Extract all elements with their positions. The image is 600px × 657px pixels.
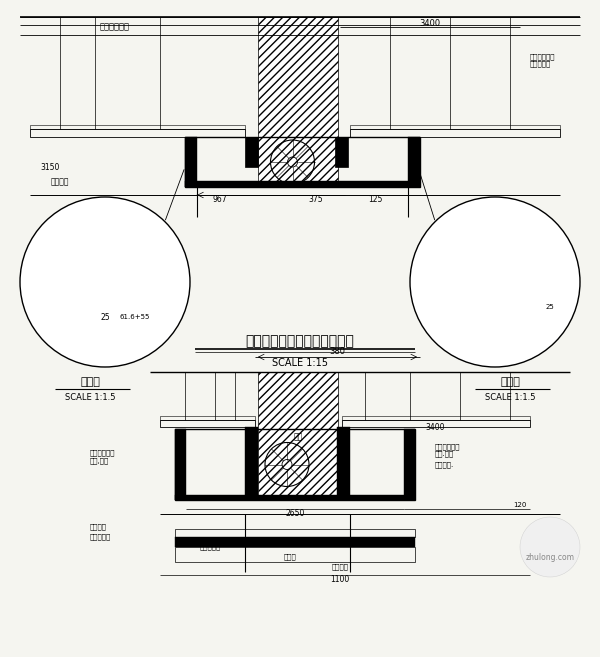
Bar — [350, 129, 560, 137]
Text: 双轨.两道: 双轨.两道 — [435, 451, 454, 457]
Bar — [160, 416, 255, 420]
Bar — [485, 242, 555, 277]
Bar — [485, 277, 555, 287]
Bar — [342, 416, 530, 420]
Text: 25: 25 — [100, 313, 110, 321]
Bar — [408, 137, 420, 187]
Bar — [185, 137, 197, 187]
Text: 防火卷帘: 防火卷帘 — [51, 177, 69, 187]
Text: 61.6+55: 61.6+55 — [120, 314, 150, 320]
Bar — [175, 429, 415, 500]
Bar — [245, 137, 258, 167]
Circle shape — [520, 517, 580, 577]
Text: 25: 25 — [545, 304, 554, 310]
Text: 2650: 2650 — [286, 509, 305, 518]
Bar — [175, 429, 186, 500]
Bar — [30, 125, 245, 129]
Bar — [160, 420, 255, 427]
Bar — [337, 427, 350, 497]
Circle shape — [410, 197, 580, 367]
Text: SCALE 1:1.5: SCALE 1:1.5 — [65, 392, 115, 401]
Bar — [35, 242, 115, 277]
Bar — [404, 429, 415, 500]
Bar — [245, 427, 258, 497]
Text: 967: 967 — [212, 194, 227, 204]
Text: 大样图: 大样图 — [500, 377, 520, 387]
Bar — [175, 537, 415, 547]
Text: 铝合金导轨: 铝合金导轨 — [90, 533, 111, 540]
Text: 轨道及导向: 轨道及导向 — [530, 60, 551, 67]
Text: 3400: 3400 — [419, 18, 440, 28]
Bar — [175, 495, 415, 500]
Bar — [185, 137, 420, 187]
Text: 大样图: 大样图 — [80, 377, 100, 387]
Text: 125: 125 — [368, 194, 382, 204]
Text: SCALE 1:1.5: SCALE 1:1.5 — [485, 392, 535, 401]
Text: 1100: 1100 — [331, 574, 350, 583]
Text: 矿棉: 矿棉 — [293, 432, 302, 442]
Text: 375: 375 — [308, 194, 323, 204]
Text: 防火卷帘专用
导轨,两道: 防火卷帘专用 导轨,两道 — [90, 450, 115, 464]
Text: 防火卷帘: 防火卷帘 — [90, 524, 107, 530]
Text: 二层防火卷帘位置天花剖面图: 二层防火卷帘位置天花剖面图 — [245, 334, 355, 348]
Bar — [185, 181, 420, 187]
Text: 防火卷帘专用: 防火卷帘专用 — [530, 54, 556, 60]
Text: 3400: 3400 — [425, 422, 445, 432]
Bar — [35, 287, 115, 299]
Bar — [258, 17, 338, 187]
Text: 380: 380 — [329, 348, 345, 357]
Text: 防火卷帘: 防火卷帘 — [331, 564, 349, 570]
Text: 120: 120 — [514, 502, 527, 508]
Bar — [342, 420, 530, 427]
Bar — [30, 129, 245, 137]
Bar — [175, 529, 415, 537]
Circle shape — [20, 197, 190, 367]
Text: 3150: 3150 — [40, 162, 59, 171]
Text: 防火卷帘专用: 防火卷帘专用 — [435, 443, 461, 450]
Text: 地板面: 地板面 — [284, 554, 296, 560]
Text: SCALE 1:15: SCALE 1:15 — [272, 358, 328, 368]
Bar — [335, 137, 348, 167]
Text: 橡胶密封条: 橡胶密封条 — [199, 544, 221, 551]
Bar — [35, 277, 115, 287]
Text: 卷帘下导.: 卷帘下导. — [435, 462, 454, 468]
Bar — [258, 372, 338, 497]
Text: 防火卷帘位置: 防火卷帘位置 — [100, 22, 130, 32]
Bar — [350, 125, 560, 129]
Bar — [485, 287, 555, 302]
Bar — [525, 287, 550, 322]
Text: zhulong.com: zhulong.com — [526, 553, 575, 562]
Bar — [175, 547, 415, 562]
